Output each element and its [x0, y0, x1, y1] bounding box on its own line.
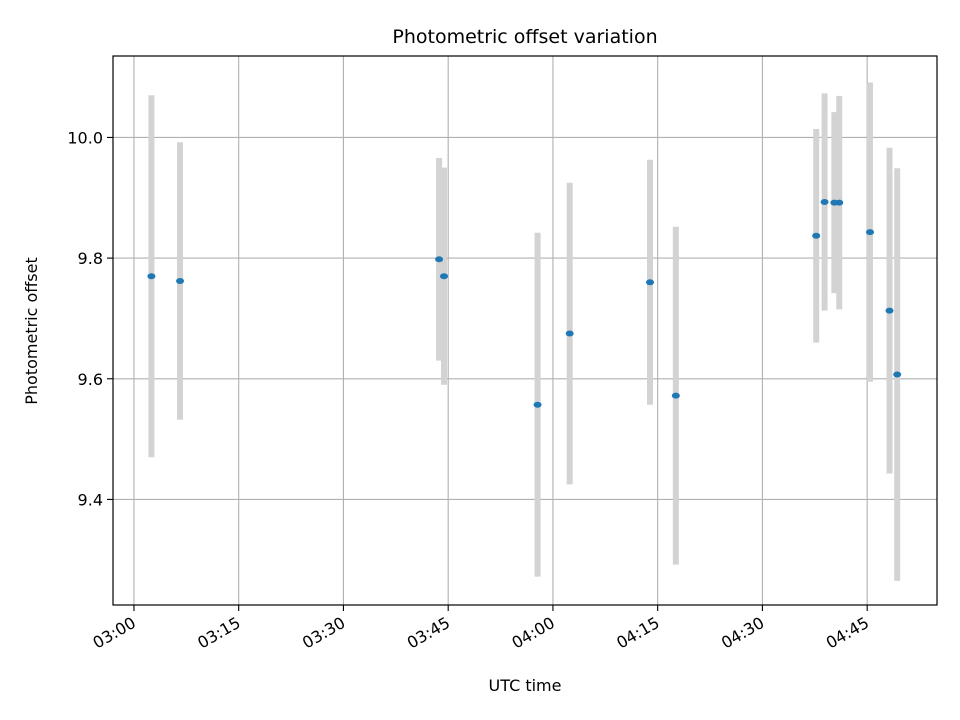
data-point [435, 256, 444, 263]
data-point [439, 273, 448, 280]
y-axis: 9.4 9.6 9.8 10.0 [67, 128, 113, 509]
data-point [812, 232, 821, 239]
plot-frame [112, 55, 938, 606]
data-point [147, 273, 156, 280]
data-point [820, 198, 829, 205]
data-point [893, 371, 902, 378]
x-axis-label: UTC time [489, 676, 562, 695]
data-point [176, 278, 185, 285]
chart-title: Photometric offset variation [392, 26, 657, 48]
data-point [671, 392, 680, 399]
y-tick-label: 9.4 [78, 490, 103, 509]
data-points [147, 198, 902, 408]
data-point [835, 199, 844, 206]
y-tick-label: 9.6 [78, 370, 103, 389]
data-point [565, 330, 574, 337]
y-tick-label: 9.8 [78, 249, 103, 268]
grid [113, 56, 937, 605]
data-point [865, 229, 874, 236]
data-point [645, 279, 654, 286]
data-point [533, 401, 542, 408]
data-point [885, 307, 894, 314]
y-axis-label: Photometric offset [22, 257, 41, 405]
y-tick-label: 10.0 [67, 128, 103, 147]
